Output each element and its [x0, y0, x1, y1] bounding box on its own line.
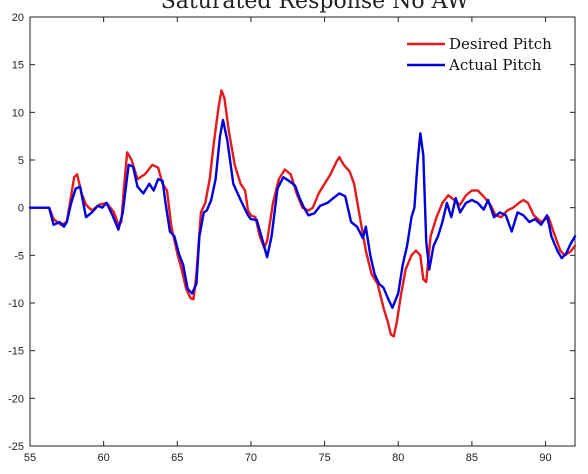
- x-tick-label: 80: [392, 452, 404, 464]
- legend-label: Desired Pitch: [449, 35, 552, 53]
- y-tick-label: -10: [8, 298, 24, 310]
- y-tick-label: 20: [12, 12, 24, 24]
- y-tick-label: 15: [12, 60, 24, 72]
- y-tick-label: 0: [18, 203, 24, 215]
- y-tick-label: -15: [8, 346, 24, 358]
- series-line-actual-pitch: [28, 118, 577, 309]
- x-tick-label: 65: [171, 452, 183, 464]
- x-tick-label: 60: [98, 452, 110, 464]
- plot-area: [29, 16, 576, 447]
- y-tick-label: -25: [8, 441, 24, 453]
- legend-label: Actual Pitch: [448, 56, 542, 74]
- x-tick-label: 75: [318, 452, 330, 464]
- x-tick-label: 55: [24, 452, 36, 464]
- y-tick-label: 5: [18, 155, 24, 167]
- series-layer: [28, 89, 577, 338]
- y-tick-label: -20: [8, 393, 24, 405]
- chart-title: Saturated Response No AW: [161, 0, 470, 14]
- y-tick-label: 10: [12, 107, 24, 119]
- x-axis: 55 60 65 70 75 80 85 90: [24, 17, 552, 464]
- x-tick-label: 70: [245, 452, 257, 464]
- legend: Desired Pitch Actual Pitch: [407, 35, 552, 74]
- x-tick-label: 85: [466, 452, 478, 464]
- y-axis: 20 15 10 5 0 -5 -10 -15 -20 -25: [8, 12, 575, 453]
- y-tick-label: -5: [14, 250, 24, 262]
- x-tick-label: 90: [539, 452, 551, 464]
